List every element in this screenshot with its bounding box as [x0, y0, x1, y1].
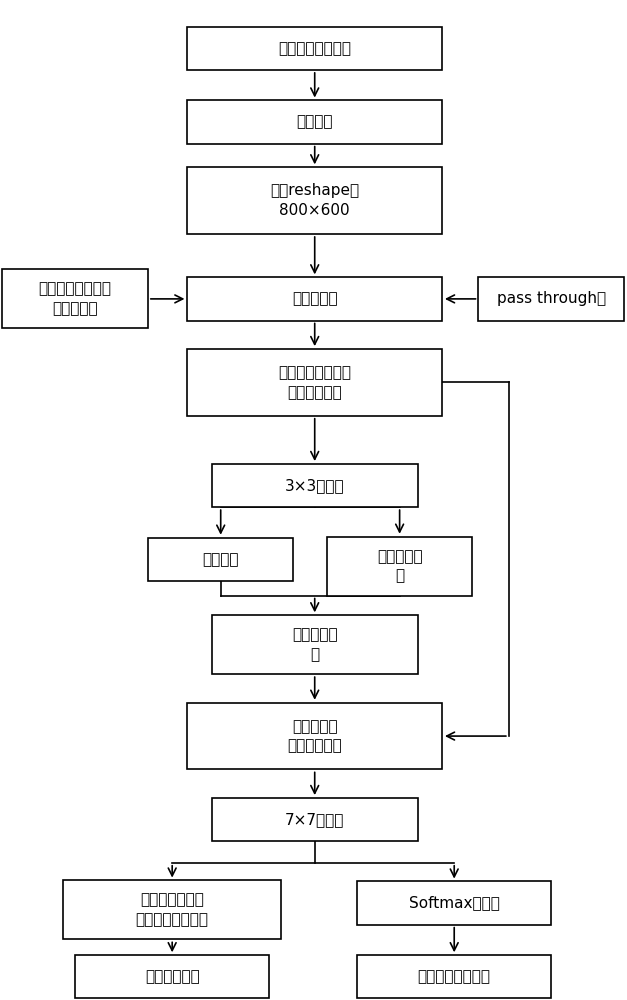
FancyBboxPatch shape [187, 349, 442, 416]
FancyBboxPatch shape [187, 277, 442, 321]
Text: Softmax分类器: Softmax分类器 [409, 896, 500, 911]
Text: 候选区域合
成: 候选区域合 成 [292, 627, 337, 662]
FancyBboxPatch shape [357, 881, 551, 925]
Text: 双线性插值
实现特征聚集: 双线性插值 实现特征聚集 [287, 719, 342, 753]
FancyBboxPatch shape [211, 464, 418, 507]
Text: 前景背景分
类: 前景背景分 类 [377, 549, 423, 584]
Text: 边框回归: 边框回归 [203, 552, 239, 567]
FancyBboxPatch shape [75, 955, 269, 998]
FancyBboxPatch shape [148, 538, 293, 581]
Text: 输出害虫分类结果: 输出害虫分类结果 [418, 969, 491, 984]
FancyBboxPatch shape [187, 100, 442, 144]
Text: 输出定位结果: 输出定位结果 [145, 969, 199, 984]
FancyBboxPatch shape [211, 615, 418, 674]
Text: pass through层: pass through层 [497, 291, 606, 306]
FancyBboxPatch shape [478, 277, 624, 321]
FancyBboxPatch shape [187, 703, 442, 769]
FancyBboxPatch shape [63, 880, 282, 939]
FancyBboxPatch shape [187, 167, 442, 234]
Text: 数据增强: 数据增强 [297, 115, 333, 130]
FancyBboxPatch shape [3, 269, 148, 328]
FancyBboxPatch shape [357, 955, 551, 998]
Text: 不同深度特征融合
与维度拼接: 不同深度特征融合 与维度拼接 [39, 281, 112, 316]
Text: 特征提取层: 特征提取层 [292, 291, 337, 306]
Text: 3×3卷积层: 3×3卷积层 [285, 478, 344, 493]
FancyBboxPatch shape [187, 27, 442, 70]
Text: 原始彩色图像数据: 原始彩色图像数据 [278, 41, 351, 56]
Text: 定位框精修回归
（边框回归手段）: 定位框精修回归 （边框回归手段） [135, 893, 209, 927]
FancyBboxPatch shape [211, 798, 418, 841]
Text: 包含低分辨率信息
的公共特征图: 包含低分辨率信息 的公共特征图 [278, 365, 351, 400]
Text: 7×7特征图: 7×7特征图 [285, 812, 344, 827]
FancyBboxPatch shape [327, 537, 472, 596]
Text: 图像reshape至
800×600: 图像reshape至 800×600 [270, 183, 359, 218]
